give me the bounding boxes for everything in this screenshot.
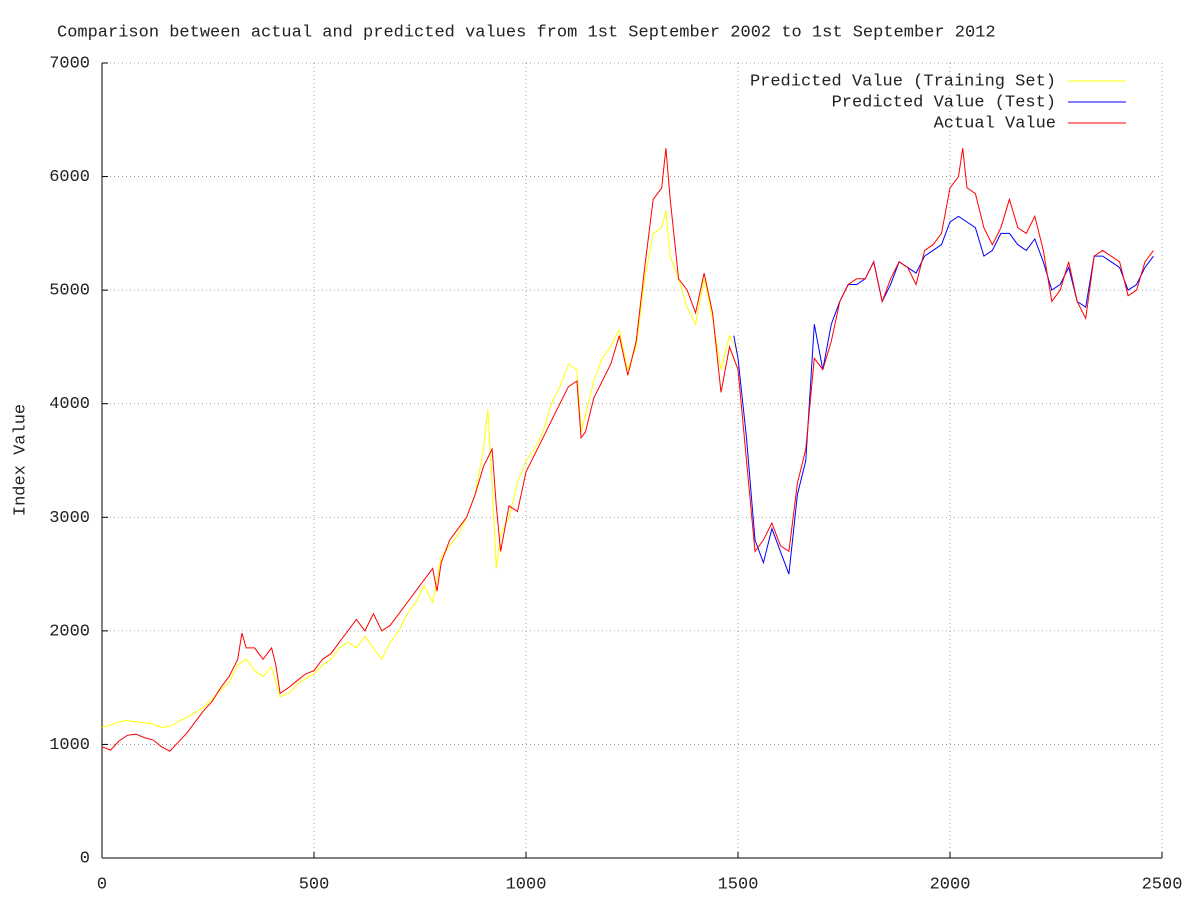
y-tick-label: 2000 bbox=[49, 622, 90, 641]
series-line bbox=[101, 210, 739, 728]
legend-label: Predicted Value (Training Set) bbox=[750, 72, 1056, 91]
x-tick-label: 500 bbox=[299, 875, 330, 894]
x-tick-label: 0 bbox=[97, 875, 107, 894]
x-tick-label: 2500 bbox=[1142, 875, 1183, 894]
y-tick-label: 5000 bbox=[49, 282, 90, 301]
y-axis-label: Index Value bbox=[11, 404, 30, 516]
x-tick-label: 2000 bbox=[930, 875, 971, 894]
chart-title: Comparison between actual and predicted … bbox=[57, 23, 996, 42]
series-line bbox=[101, 148, 1154, 752]
x-tick-label: 1000 bbox=[506, 875, 547, 894]
y-tick-label: 0 bbox=[80, 849, 90, 868]
series-line bbox=[733, 215, 1154, 575]
y-tick-label: 6000 bbox=[49, 168, 90, 187]
legend-label: Predicted Value (Test) bbox=[832, 93, 1056, 112]
x-tick-label: 1500 bbox=[718, 875, 759, 894]
y-tick-label: 7000 bbox=[49, 54, 90, 73]
legend-label: Actual Value bbox=[934, 114, 1056, 133]
y-tick-label: 1000 bbox=[49, 736, 90, 755]
y-tick-label: 4000 bbox=[49, 395, 90, 414]
y-tick-label: 3000 bbox=[49, 509, 90, 528]
